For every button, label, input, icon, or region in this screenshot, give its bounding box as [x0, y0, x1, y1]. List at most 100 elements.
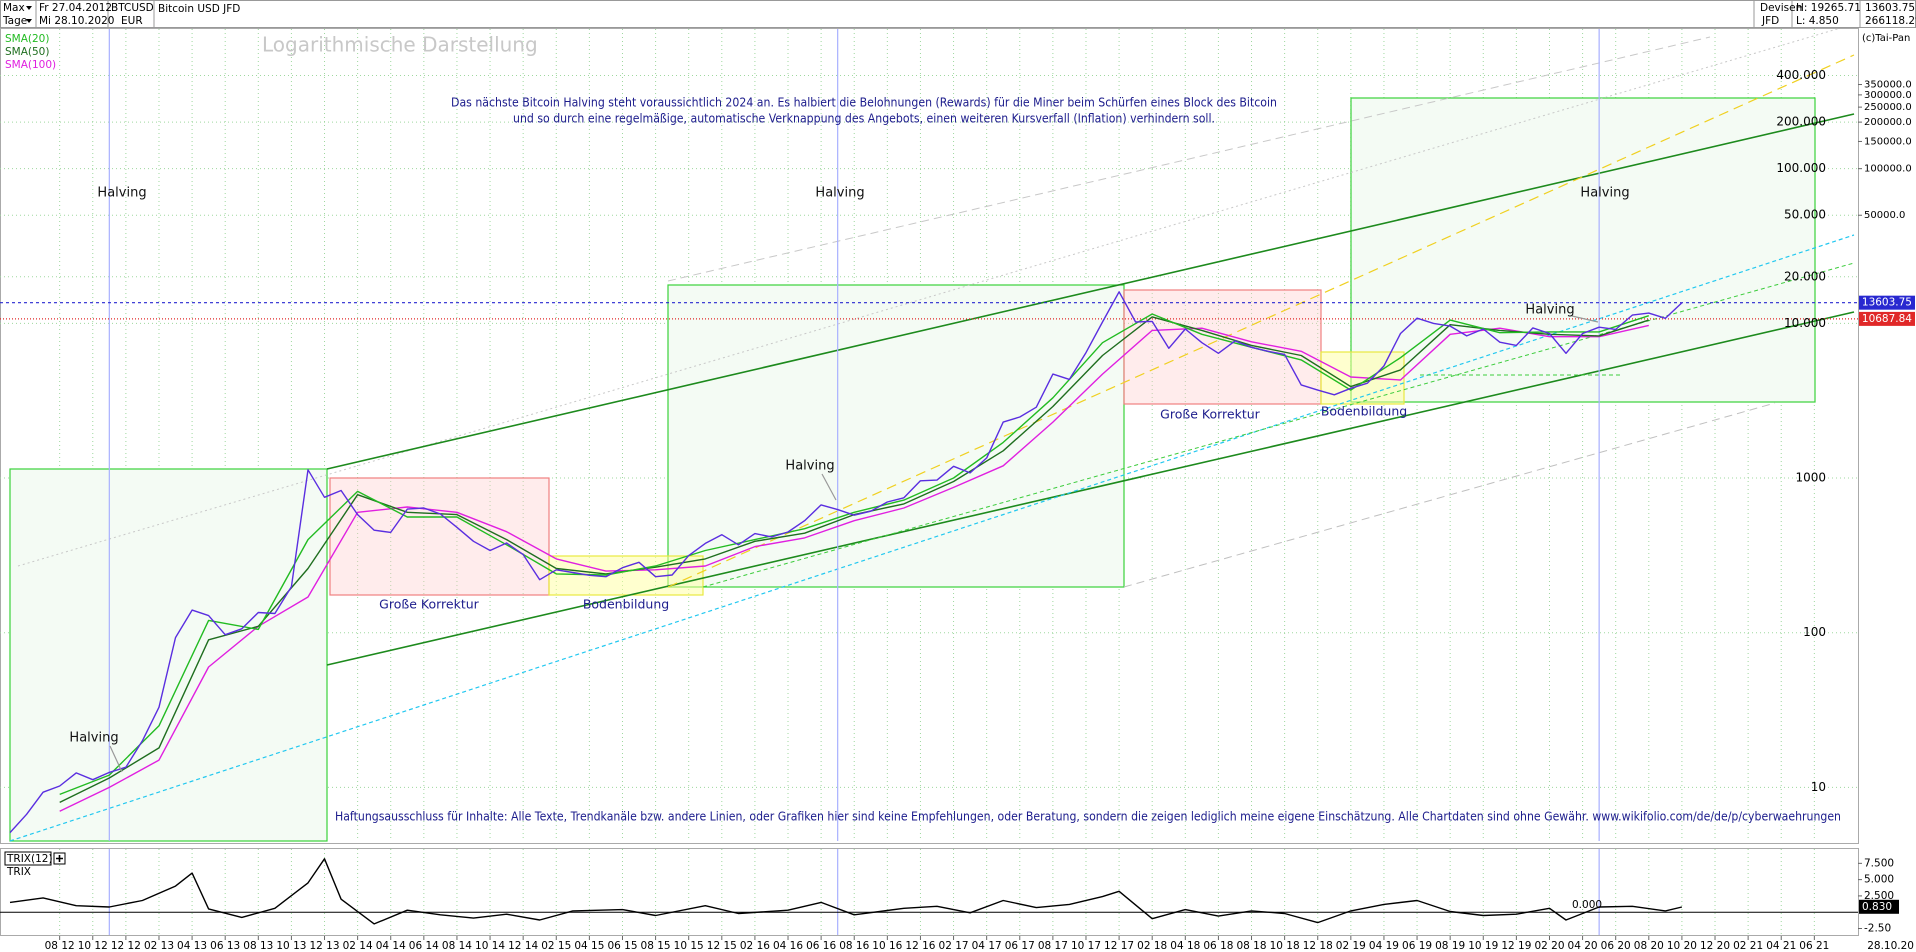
x-tick-label: 12 20	[1700, 940, 1730, 952]
x-tick-label: 06 13	[210, 940, 240, 952]
annotation: Haftungsausschluss für Inhalte: Alle Tex…	[335, 809, 1841, 824]
x-tick-label: 02 16	[740, 940, 770, 952]
x-tick-label: 08 18	[1236, 940, 1266, 952]
price-tag	[1859, 295, 1915, 310]
x-tick-label: 04 17	[972, 940, 1002, 952]
x-tick-label: 02 15	[541, 940, 571, 952]
annotation: Halving	[1580, 186, 1629, 201]
interval[interactable]: Tage	[2, 15, 27, 27]
dropdown-arrow	[26, 6, 32, 10]
trend-line	[667, 54, 1855, 588]
market: Devisen	[1760, 2, 1802, 14]
x-tick-label: 06 15	[607, 940, 637, 952]
annotation: und so durch eine regelmäßige, automatis…	[513, 111, 1215, 126]
x-tick-label: 06 21	[1799, 940, 1829, 952]
y-tick-label: 100000.0	[1864, 164, 1912, 175]
start-date: Fr 27.04.2012	[39, 2, 112, 14]
y-tick-label: 50.000	[1784, 208, 1826, 222]
legend-entry: SMA(100)	[5, 59, 56, 71]
y-tick-label: 150000.0	[1864, 136, 1912, 147]
x-tick-label: 10 14	[475, 940, 505, 952]
dropdown-arrow	[26, 19, 32, 23]
y-tick-label: 200000.0	[1864, 117, 1912, 128]
x-tick-label: 06 17	[1005, 940, 1035, 952]
high: H: 19265.71	[1796, 2, 1861, 14]
y-tick-label: 100	[1803, 625, 1826, 639]
x-tick-label: 10 13	[276, 940, 306, 952]
last-price: 13603.75	[1865, 2, 1915, 14]
arrow	[1571, 315, 1599, 323]
y-tick-label: 1000	[1795, 471, 1826, 485]
x-tick-label: 02 21	[1733, 940, 1763, 952]
x-tick-label: 10 15	[674, 940, 704, 952]
trend-line	[667, 36, 1711, 282]
x-tick-label: 06 19	[1402, 940, 1432, 952]
indicator-box	[4, 851, 52, 866]
x-tick-label: 08 15	[641, 940, 671, 952]
main-frame	[0, 28, 1859, 844]
x-tick-label: 08 17	[1038, 940, 1068, 952]
x-tick-label: 08 14	[442, 940, 472, 952]
x-tick-label: 08 19	[1435, 940, 1465, 952]
x-tick-label: 12 15	[707, 940, 737, 952]
x-tick-label: 12 14	[508, 940, 538, 952]
x-tick-label: 06 20	[1601, 940, 1631, 952]
add-icon	[56, 855, 63, 862]
x-tick-label: 04 21	[1766, 940, 1796, 952]
annotation: Bodenbildung	[1321, 404, 1407, 419]
x-tick-label: 04 19	[1369, 940, 1399, 952]
arrow	[821, 473, 837, 501]
arrow	[109, 745, 123, 773]
annotation: Halving	[785, 459, 834, 474]
channel-box	[9, 468, 328, 842]
x-tick-label: 10 19	[1468, 940, 1498, 952]
header: Max Tage Fr 27.04.2012 Mi 28.10.2020 BTC…	[0, 0, 1916, 28]
correction-box	[1123, 289, 1322, 405]
x-tick-label: 08 16	[839, 940, 869, 952]
price-tag	[1859, 311, 1915, 326]
end-date: Mi 28.10.2020	[39, 15, 114, 27]
channel-box	[1350, 97, 1816, 403]
y-tick-label: 10	[1811, 780, 1826, 794]
x-tick-label: 08 12	[45, 940, 75, 952]
y-tick-label: 250000.0	[1864, 102, 1912, 113]
x-tick-label: 06 14	[409, 940, 439, 952]
x-tick-label: 10 17	[1071, 940, 1101, 952]
x-tick-label: 02 13	[144, 940, 174, 952]
header-bar	[0, 0, 1916, 28]
series-line	[59, 324, 1649, 812]
indicator-label: TRIX	[6, 866, 31, 878]
annotation: Logarithmische Darstellung	[262, 33, 538, 57]
layer	[0, 29, 1858, 842]
series-line	[9, 291, 1683, 834]
x-tick-label: 10 18	[1270, 940, 1300, 952]
x-tick-label: 12 17	[1104, 940, 1134, 952]
price-tag-label: 13603.75	[1862, 297, 1912, 309]
x-tick-label: 04 15	[574, 940, 604, 952]
y-tick-label: 7.500	[1864, 857, 1894, 869]
x-tick-label: 12 13	[309, 940, 339, 952]
period[interactable]: Max	[3, 2, 25, 14]
y-tick-label: 400.000	[1776, 68, 1826, 82]
layer	[0, 858, 1858, 925]
zero-label: 0.000	[1572, 899, 1602, 911]
y-tick-label: 350000.0	[1864, 80, 1912, 91]
x-tick-label: 02 18	[1137, 940, 1167, 952]
trix-frame	[0, 848, 1859, 936]
change: 266118.2%	[1865, 15, 1916, 27]
legend-entry: SMA(20)	[5, 33, 49, 45]
currency: EUR	[121, 15, 143, 27]
x-tick-label: 12 16	[905, 940, 935, 952]
x-tick-label: 02 17	[939, 940, 969, 952]
x-tick-label: 08 20	[1634, 940, 1664, 952]
x-tick-label: 02 19	[1336, 940, 1366, 952]
x-tick-label: 04 18	[1170, 940, 1200, 952]
legend-entry: SMA(50)	[5, 46, 49, 58]
annotation: Bodenbildung	[583, 597, 669, 612]
price-tag-label: 10687.84	[1862, 313, 1912, 325]
symbol: BTCUSD	[111, 2, 154, 14]
y-tick-label: 2.500	[1864, 890, 1894, 902]
x-tick-label: 02 20	[1534, 940, 1564, 952]
trend-line	[1123, 402, 1776, 588]
